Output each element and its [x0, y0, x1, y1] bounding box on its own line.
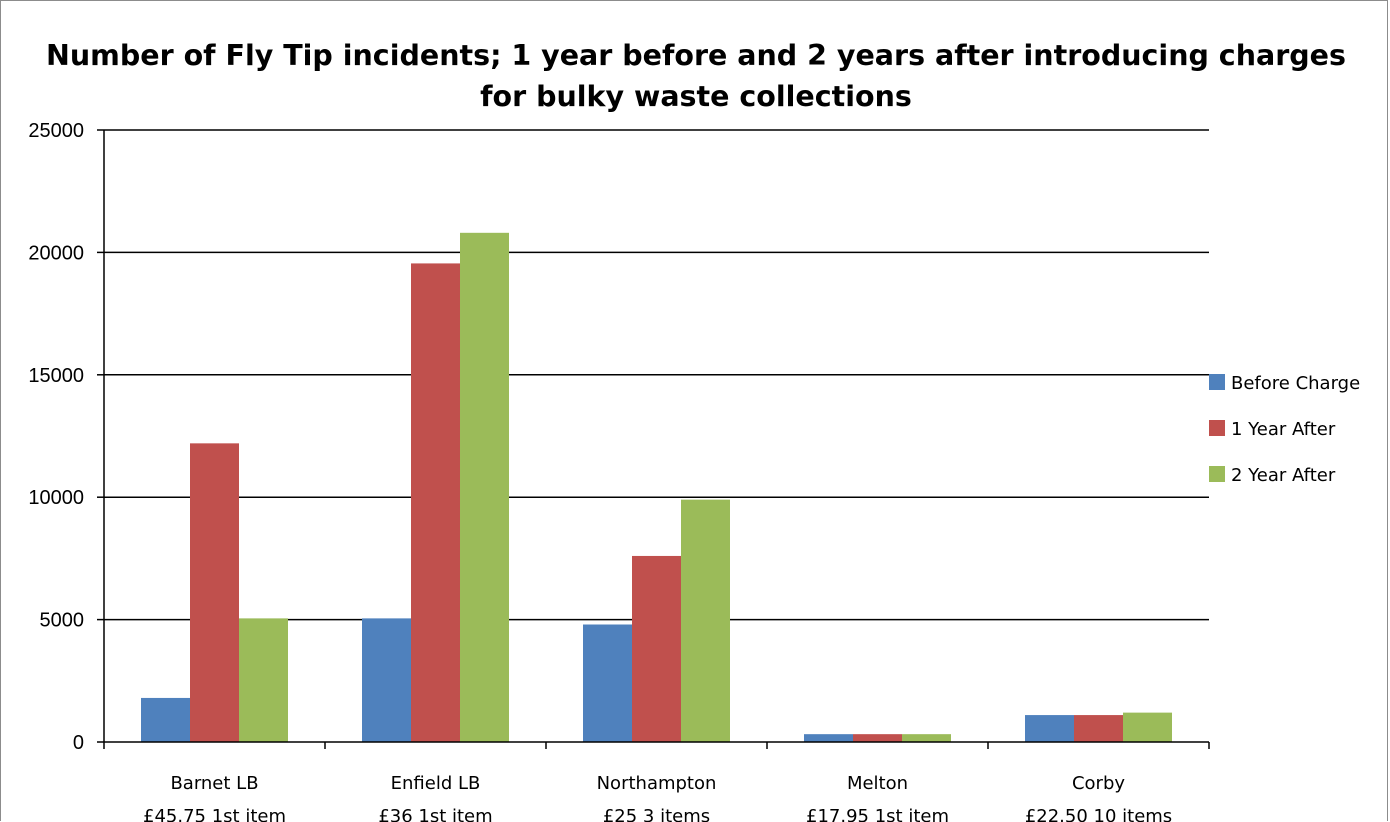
x-tick-label: £17.95 1st item: [806, 806, 949, 822]
bar-1-year-after: [632, 555, 681, 742]
x-tick-label: £25 3 items: [603, 806, 710, 822]
bar-before-charge: [804, 734, 853, 742]
gridlines: [104, 129, 1209, 621]
bar-1-year-after: [853, 734, 902, 742]
axis-labels: 0 5000 10000 15000 20000 25000 Barnet LB £45.75…: [28, 120, 1172, 822]
x-tick-label: £36 1st item: [378, 806, 492, 822]
x-tick-label: £45.75 1st item: [143, 806, 286, 822]
legend-swatch: [1209, 466, 1225, 482]
bar-before-charge: [583, 624, 632, 742]
bar-before-charge: [362, 618, 411, 742]
y-tick-label: 15000: [28, 365, 84, 387]
y-tick-label: 10000: [28, 487, 84, 509]
legend-label: 2 Year After: [1231, 465, 1336, 486]
bar-2-year-after: [681, 499, 730, 742]
x-tick-label: Corby: [1072, 773, 1125, 794]
y-tick-label: 5000: [40, 610, 85, 632]
bar-2-year-after: [1123, 712, 1172, 742]
y-tick-label: 20000: [28, 242, 84, 264]
x-tick-label: Barnet LB: [170, 773, 258, 794]
bar-before-charge: [141, 697, 190, 742]
bar-1-year-after: [190, 443, 239, 742]
bar-1-year-after: [1074, 715, 1123, 742]
x-tick-label: £22.50 10 items: [1025, 806, 1172, 822]
x-tick-label: Northampton: [597, 773, 717, 794]
bar-2-year-after: [902, 734, 951, 742]
x-tick-label: Enfield LB: [391, 773, 481, 794]
legend-swatch: [1209, 420, 1225, 436]
bar-2-year-after: [239, 618, 288, 742]
legend-label: 1 Year After: [1231, 419, 1336, 440]
x-tick-label: Melton: [847, 773, 908, 794]
chart-title: Number of Fly Tip incidents; 1 year befo…: [46, 39, 1346, 113]
y-tick-label: 0: [73, 732, 84, 754]
legend: Before Charge 1 Year After 2 Year After: [1209, 373, 1360, 486]
bar-1-year-after: [411, 263, 460, 742]
axes: [97, 129, 1210, 749]
bar-2-year-after: [460, 232, 509, 743]
legend-swatch: [1209, 374, 1225, 390]
legend-label: Before Charge: [1231, 373, 1360, 394]
bars: [141, 232, 1172, 743]
y-tick-label: 25000: [28, 120, 84, 142]
bar-before-charge: [1025, 715, 1074, 742]
